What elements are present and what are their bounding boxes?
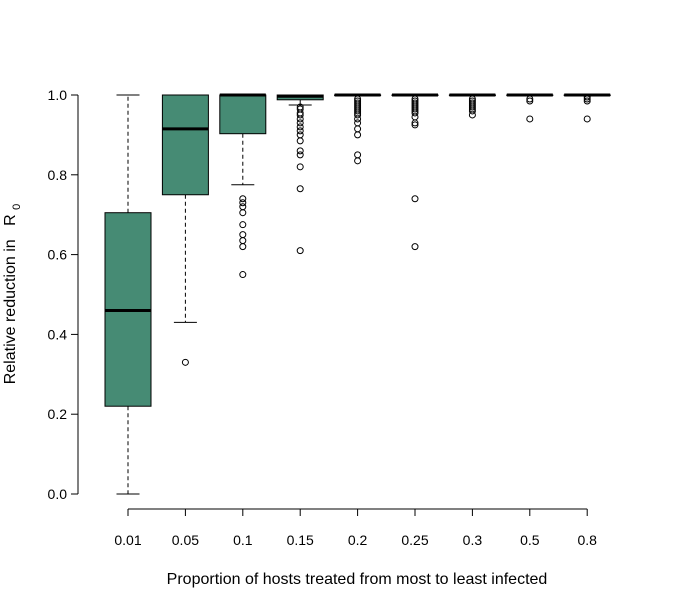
outlier-point (296, 151, 304, 159)
outlier-point (239, 237, 247, 245)
outlier-point (583, 97, 591, 105)
x-tick-label: 0.8 (577, 532, 597, 548)
outlier-point (354, 99, 362, 107)
outlier-point (354, 131, 362, 139)
outlier-point (296, 147, 304, 155)
box-group (563, 93, 611, 123)
y-axis-title-symbol: R (2, 214, 19, 226)
outlier-point (239, 203, 247, 211)
box-group (448, 93, 496, 119)
outlier-point (296, 103, 304, 111)
outlier-point (239, 271, 247, 279)
outlier-point (354, 157, 362, 165)
box-group (161, 94, 209, 366)
outlier-point (296, 123, 304, 131)
outlier-point (411, 99, 419, 107)
outlier-point (526, 97, 534, 105)
box (219, 94, 267, 135)
y-axis-title-main: Relative reduction in (2, 239, 19, 384)
x-axis: 0.01 0.05 0.1 0.15 0.2 0.25 0.3 0.5 0.8 (114, 508, 597, 548)
x-tick-label: 0.1 (233, 532, 253, 548)
y-tick-label: 0.6 (48, 247, 68, 263)
x-tick-label: 0.25 (401, 532, 428, 548)
y-tick-label: 0.8 (48, 167, 68, 183)
outlier-point (583, 115, 591, 123)
boxes (104, 93, 611, 495)
y-axis-title: Relative reduction in R 0 (2, 204, 23, 385)
x-tick-label: 0.15 (287, 532, 314, 548)
outlier-point (296, 127, 304, 135)
y-tick-label: 0.2 (48, 406, 68, 422)
y-tick-label: 0.0 (48, 486, 68, 502)
x-tick-label: 0.5 (520, 532, 540, 548)
outlier-point (239, 199, 247, 207)
outlier-point (239, 209, 247, 217)
outlier-point (239, 221, 247, 229)
outlier-point (239, 243, 247, 251)
outlier-point (411, 97, 419, 105)
outlier-point (296, 105, 304, 113)
x-tick-label: 0.2 (348, 532, 368, 548)
box-group (219, 93, 267, 279)
outlier-point (411, 95, 419, 103)
x-axis-title: Proportion of hosts treated from most to… (167, 571, 548, 588)
outlier-point (296, 119, 304, 127)
outlier-point (354, 119, 362, 127)
box (161, 94, 209, 196)
y-tick-label: 0.4 (48, 326, 68, 342)
outlier-point (296, 247, 304, 255)
box-group (334, 93, 382, 165)
box-group (104, 94, 152, 495)
outlier-point (354, 97, 362, 105)
outlier-point (181, 358, 189, 366)
outlier-point (583, 93, 591, 101)
y-axis-title-subscript: 0 (11, 204, 23, 210)
outlier-point (468, 95, 476, 103)
outlier-point (296, 163, 304, 171)
outlier-point (296, 137, 304, 145)
outlier-point (354, 151, 362, 159)
x-tick-label: 0.01 (114, 532, 141, 548)
box-group (506, 93, 554, 123)
outlier-point (354, 125, 362, 133)
outlier-point (296, 131, 304, 139)
x-tick-label: 0.05 (172, 532, 199, 548)
y-tick-label: 1.0 (48, 87, 68, 103)
outlier-point (468, 97, 476, 105)
y-axis: 0.0 0.2 0.4 0.6 0.8 1.0 (48, 87, 79, 502)
outlier-point (354, 95, 362, 103)
outlier-point (468, 99, 476, 107)
outlier-point (239, 195, 247, 203)
outlier-point (411, 121, 419, 129)
outlier-point (583, 95, 591, 103)
outlier-point (411, 243, 419, 251)
outlier-point (239, 231, 247, 239)
outlier-point (296, 185, 304, 193)
box-group (391, 93, 439, 251)
outlier-point (526, 95, 534, 103)
box-group (276, 94, 324, 255)
outlier-point (526, 115, 534, 123)
outlier-point (411, 195, 419, 203)
x-tick-label: 0.3 (463, 532, 483, 548)
